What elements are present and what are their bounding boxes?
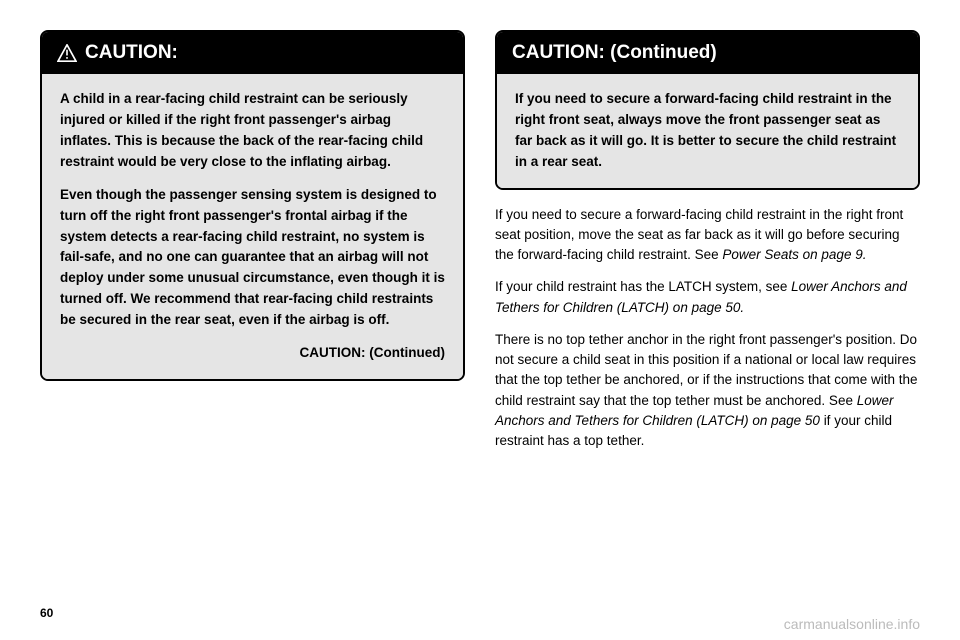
caution-header: CAUTION: bbox=[42, 32, 463, 74]
body-paragraph-3: There is no top tether anchor in the rig… bbox=[495, 330, 920, 452]
warning-triangle-icon bbox=[57, 44, 77, 62]
caution-continued-header: CAUTION: (Continued) bbox=[497, 32, 918, 74]
continued-footer: CAUTION: (Continued) bbox=[60, 343, 445, 364]
caution-continued-text: If you need to secure a forward-facing c… bbox=[515, 89, 900, 173]
watermark: carmanualsonline.info bbox=[784, 616, 920, 632]
body-paragraph-2: If your child restraint has the LATCH sy… bbox=[495, 277, 920, 318]
page-number: 60 bbox=[40, 606, 53, 620]
body-paragraph-1: If you need to secure a forward-facing c… bbox=[495, 205, 920, 266]
caution-continued-body: If you need to secure a forward-facing c… bbox=[497, 74, 918, 188]
right-column: CAUTION: (Continued) If you need to secu… bbox=[495, 30, 920, 463]
caution-box-continued: CAUTION: (Continued) If you need to secu… bbox=[495, 30, 920, 190]
caution-box-primary: CAUTION: A child in a rear-facing child … bbox=[40, 30, 465, 381]
caution-continued-label: CAUTION: (Continued) bbox=[512, 42, 717, 64]
caution-text-p1: A child in a rear-facing child restraint… bbox=[60, 89, 445, 173]
body-p3-text-a: There is no top tether anchor in the rig… bbox=[495, 332, 918, 408]
left-column: CAUTION: A child in a rear-facing child … bbox=[40, 30, 465, 463]
caution-label: CAUTION: bbox=[85, 42, 178, 64]
caution-text-p2: Even though the passenger sensing system… bbox=[60, 185, 445, 331]
body-p2-text: If your child restraint has the LATCH sy… bbox=[495, 279, 791, 294]
caution-body: A child in a rear-facing child restraint… bbox=[42, 74, 463, 379]
body-p1-italic: Power Seats on page 9. bbox=[722, 247, 866, 262]
